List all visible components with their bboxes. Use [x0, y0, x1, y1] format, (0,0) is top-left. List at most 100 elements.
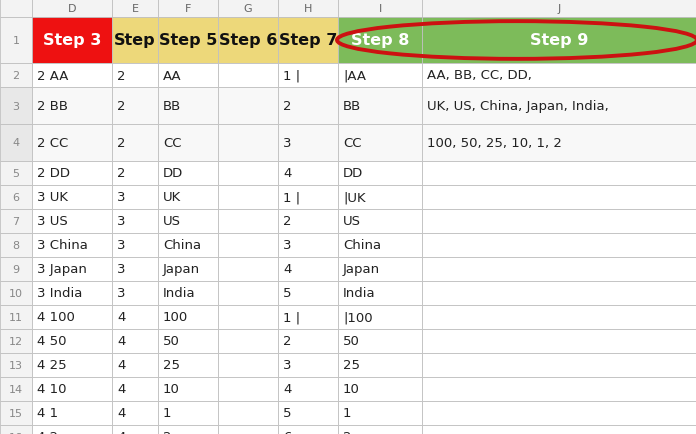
Text: US: US — [343, 215, 361, 228]
Bar — [112, 186, 158, 210]
Bar — [422, 125, 696, 161]
Text: 3: 3 — [283, 137, 292, 150]
Bar — [112, 210, 158, 233]
Text: 4 100: 4 100 — [37, 311, 75, 324]
Text: 5: 5 — [283, 287, 292, 300]
Bar — [0, 401, 32, 425]
Text: 3: 3 — [117, 215, 125, 228]
Text: D: D — [68, 4, 77, 14]
Text: Japan: Japan — [343, 263, 380, 276]
Text: 4: 4 — [117, 311, 125, 324]
Text: 1: 1 — [13, 36, 19, 46]
Bar — [278, 210, 338, 233]
Bar — [422, 18, 696, 64]
Text: 12: 12 — [9, 336, 23, 346]
Text: 15: 15 — [9, 408, 23, 418]
Text: Japan: Japan — [163, 263, 200, 276]
Bar — [338, 305, 422, 329]
Text: 10: 10 — [343, 383, 360, 395]
Text: 50: 50 — [163, 335, 180, 348]
Text: BB: BB — [163, 100, 181, 113]
Bar — [218, 305, 278, 329]
Text: G: G — [244, 4, 253, 14]
Text: 3: 3 — [283, 239, 292, 252]
Bar — [422, 161, 696, 186]
Bar — [158, 281, 218, 305]
Text: 4: 4 — [117, 335, 125, 348]
Text: 5: 5 — [13, 169, 19, 178]
Bar — [278, 329, 338, 353]
Text: BB: BB — [343, 100, 361, 113]
Text: 1 |: 1 | — [283, 191, 300, 204]
Text: 3: 3 — [117, 287, 125, 300]
Bar — [158, 18, 218, 64]
Bar — [0, 125, 32, 161]
Bar — [422, 257, 696, 281]
Bar — [158, 305, 218, 329]
Bar — [158, 0, 218, 18]
Bar — [338, 64, 422, 88]
Bar — [158, 125, 218, 161]
Text: 2: 2 — [163, 431, 171, 434]
Text: 3: 3 — [117, 239, 125, 252]
Text: Step 7: Step 7 — [279, 33, 337, 48]
Bar — [218, 88, 278, 125]
Text: 25: 25 — [163, 358, 180, 372]
Text: 4: 4 — [283, 167, 292, 180]
Bar — [338, 401, 422, 425]
Text: India: India — [343, 287, 376, 300]
Bar — [422, 401, 696, 425]
Text: E: E — [132, 4, 139, 14]
Bar — [112, 353, 158, 377]
Text: 4 2: 4 2 — [37, 431, 58, 434]
Bar — [32, 329, 112, 353]
Text: 3 UK: 3 UK — [37, 191, 68, 204]
Bar — [112, 257, 158, 281]
Bar — [278, 401, 338, 425]
Bar — [112, 281, 158, 305]
Bar — [218, 125, 278, 161]
Bar — [422, 329, 696, 353]
Bar — [278, 281, 338, 305]
Text: |AA: |AA — [343, 69, 366, 82]
Bar — [278, 377, 338, 401]
Text: 3: 3 — [283, 358, 292, 372]
Bar — [338, 281, 422, 305]
Text: 4: 4 — [283, 263, 292, 276]
Text: 16: 16 — [9, 432, 23, 434]
Text: 6: 6 — [283, 431, 292, 434]
Bar — [422, 377, 696, 401]
Bar — [32, 125, 112, 161]
Text: 2: 2 — [117, 100, 125, 113]
Text: 2: 2 — [13, 71, 19, 81]
Bar — [218, 64, 278, 88]
Text: 1: 1 — [343, 407, 351, 420]
Text: 3 Japan: 3 Japan — [37, 263, 87, 276]
Text: 3 US: 3 US — [37, 215, 68, 228]
Text: 3: 3 — [13, 101, 19, 111]
Text: 4: 4 — [13, 138, 19, 148]
Bar — [422, 305, 696, 329]
Bar — [112, 88, 158, 125]
Bar — [112, 401, 158, 425]
Text: 1 |: 1 | — [283, 69, 300, 82]
Text: AA: AA — [163, 69, 182, 82]
Text: H: H — [304, 4, 313, 14]
Text: 25: 25 — [343, 358, 360, 372]
Text: 100: 100 — [163, 311, 188, 324]
Bar — [32, 64, 112, 88]
Text: Step: Step — [114, 33, 156, 48]
Bar — [422, 64, 696, 88]
Text: 4 10: 4 10 — [37, 383, 67, 395]
Bar — [278, 257, 338, 281]
Bar — [422, 353, 696, 377]
Text: Step 8: Step 8 — [351, 33, 409, 48]
Bar — [32, 88, 112, 125]
Text: J: J — [557, 4, 560, 14]
Bar — [32, 0, 112, 18]
Bar — [112, 377, 158, 401]
Bar — [338, 161, 422, 186]
Bar — [278, 18, 338, 64]
Bar — [278, 88, 338, 125]
Text: 2: 2 — [117, 167, 125, 180]
